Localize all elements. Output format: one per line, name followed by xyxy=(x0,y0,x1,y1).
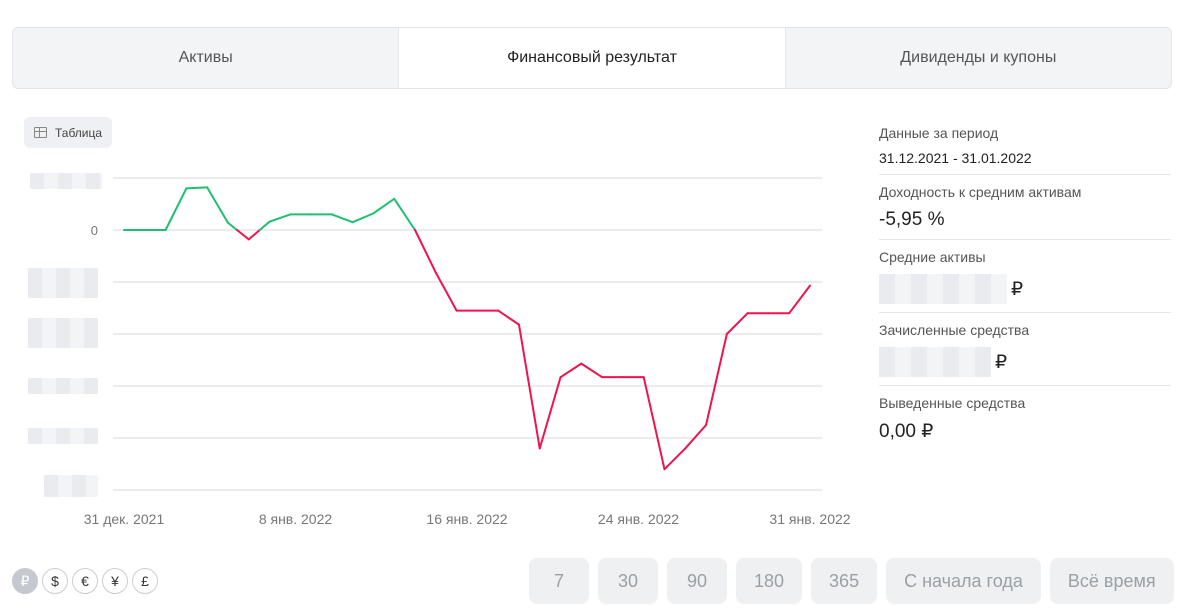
summary-panel: Данные за период 31.12.2021 - 31.01.2022… xyxy=(879,116,1171,451)
line-segment-positive xyxy=(164,187,188,231)
line-segment-positive xyxy=(206,186,229,224)
line-segment-negative xyxy=(538,376,562,450)
yield-value: -5,95 % xyxy=(879,209,945,230)
period-ytd-button[interactable]: С начала года xyxy=(886,558,1041,604)
x-tick-label: 8 янв. 2022 xyxy=(259,511,333,527)
tab-dividends[interactable]: Дивиденды и купоны xyxy=(900,49,1057,66)
hidden-amount xyxy=(879,347,991,377)
withdrawn-label: Выведенные средства xyxy=(879,395,1026,411)
line-segment-negative xyxy=(236,229,250,241)
line-segment-positive xyxy=(351,212,375,224)
currency-eur-button[interactable]: € xyxy=(72,568,98,594)
y-label-hidden xyxy=(28,428,98,444)
currency-sign: ₽ xyxy=(995,351,1008,373)
line-segment-negative xyxy=(580,362,604,379)
line-segment-negative xyxy=(788,284,811,315)
period-7-button[interactable]: 7 xyxy=(529,558,589,604)
tab-financial-result[interactable]: Финансовый результат xyxy=(399,28,786,88)
period-value: 31.12.2021 - 31.01.2022 xyxy=(879,150,1032,166)
line-segment-negative xyxy=(247,229,261,241)
y-label-hidden xyxy=(28,378,98,394)
x-tick-label: 24 янв. 2022 xyxy=(598,511,679,527)
currency-switcher: ₽ $ € ¥ £ xyxy=(12,568,158,594)
line-segment-negative xyxy=(684,424,708,450)
hidden-amount xyxy=(879,274,1007,304)
avg-assets-value: ₽ xyxy=(879,274,1171,304)
y-label-hidden xyxy=(28,318,98,348)
credited-row: Зачисленные средства ₽ xyxy=(879,313,1171,386)
period-180-button[interactable]: 180 xyxy=(736,558,803,604)
withdrawn-value: 0,00 ₽ xyxy=(879,421,934,442)
yield-row: Доходность к средним активам -5,95 % xyxy=(879,175,1171,240)
yield-label: Доходность к средним активам xyxy=(879,184,1082,200)
period-label: Данные за период xyxy=(879,125,999,141)
line-segment-positive xyxy=(330,213,354,224)
period-30-button[interactable]: 30 xyxy=(598,558,658,604)
period-all-time-button[interactable]: Всё время xyxy=(1049,558,1174,604)
line-segment-positive xyxy=(185,186,209,190)
line-segment-negative xyxy=(434,271,458,312)
y-label-hidden xyxy=(28,268,98,298)
withdrawn-row: Выведенные средства 0,00 ₽ xyxy=(879,386,1171,451)
line-segment-negative xyxy=(642,376,666,471)
line-segment-positive xyxy=(226,221,239,231)
tab-assets[interactable]: Активы xyxy=(13,28,400,88)
period-90-button[interactable]: 90 xyxy=(667,558,727,604)
period-row: Данные за период 31.12.2021 - 31.01.2022 xyxy=(879,116,1171,175)
currency-sign: ₽ xyxy=(1011,278,1024,300)
x-tick-label: 31 дек. 2021 xyxy=(84,511,165,527)
line-segment-negative xyxy=(663,447,687,471)
line-segment-positive xyxy=(372,197,396,215)
y-label-hidden xyxy=(30,173,102,189)
avg-assets-row: Средние активы ₽ xyxy=(879,240,1171,313)
y-tick-label: 0 xyxy=(91,223,98,238)
table-button-label: Таблица xyxy=(55,125,103,140)
table-icon xyxy=(34,127,47,138)
y-label-hidden xyxy=(44,475,98,497)
x-tick-label: 31 янв. 2022 xyxy=(769,511,850,527)
line-segment-positive xyxy=(268,213,292,223)
currency-gbp-button[interactable]: £ xyxy=(132,568,158,594)
line-segment-positive xyxy=(393,197,417,231)
avg-assets-label: Средние активы xyxy=(879,249,986,265)
line-segment-negative xyxy=(725,312,749,335)
currency-cny-button[interactable]: ¥ xyxy=(102,568,128,594)
table-view-button[interactable]: Таблица xyxy=(24,117,113,148)
line-segment-negative xyxy=(414,229,437,274)
currency-rub-button[interactable]: ₽ xyxy=(12,568,38,594)
line-segment-negative xyxy=(517,323,541,450)
performance-chart: 0 31 дек. 2021 8 янв. 2022 16 янв. 2022 24 … xyxy=(84,177,851,527)
tab-bar: Активы Финансовый результат Дивиденды и … xyxy=(12,27,1172,89)
line-segment-negative xyxy=(559,362,583,379)
line-segment-negative xyxy=(705,333,728,426)
period-selector: 7 30 90 180 365 С начала года Всё время xyxy=(529,558,1174,604)
line-segment-positive xyxy=(258,220,271,231)
x-tick-label: 16 янв. 2022 xyxy=(426,511,507,527)
credited-label: Зачисленные средства xyxy=(879,322,1030,338)
line-segment-negative xyxy=(497,309,520,326)
currency-usd-button[interactable]: $ xyxy=(42,568,68,594)
period-365-button[interactable]: 365 xyxy=(811,558,878,604)
credited-value: ₽ xyxy=(879,347,1171,377)
